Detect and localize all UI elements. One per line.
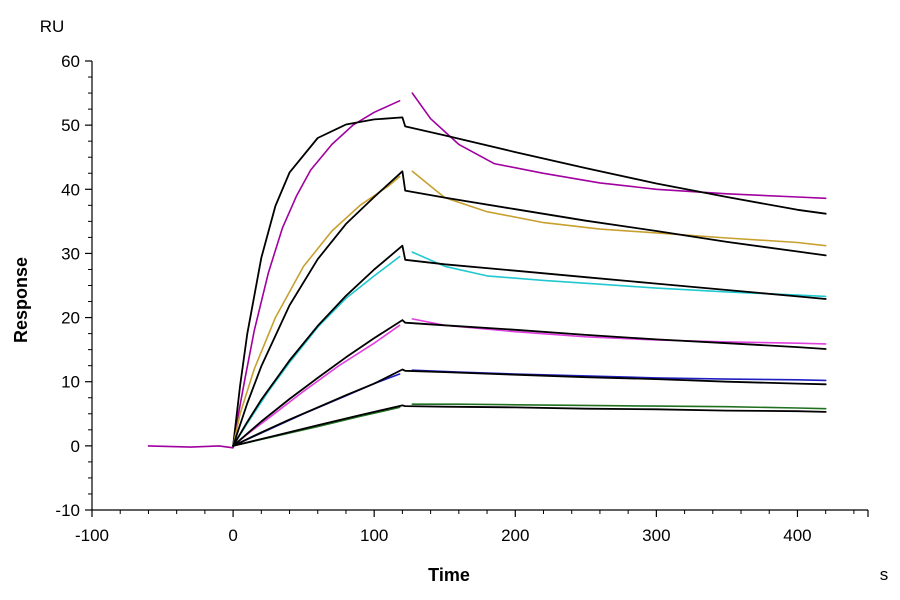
measured-curve-8-segment-0 xyxy=(232,373,401,447)
fit-curve-1-segment-0 xyxy=(232,116,827,447)
fit-curve-7-segment-0 xyxy=(232,319,827,447)
measured-curve-0-segment-1 xyxy=(411,92,827,200)
fit-curve-11-segment-0 xyxy=(232,404,827,447)
x-tick-label: -100 xyxy=(75,526,109,545)
measured-curve-10-segment-1 xyxy=(411,403,827,410)
x-tick-label: 0 xyxy=(228,526,237,545)
y-axis-title: Response xyxy=(11,257,31,343)
y-tick-label: 30 xyxy=(61,244,80,263)
measured-curve-2-segment-1 xyxy=(411,170,827,247)
y-tick-label: 60 xyxy=(61,52,80,71)
x-tick-label: 100 xyxy=(360,526,388,545)
y-tick-label: 20 xyxy=(61,309,80,328)
measured-curve-6-segment-0 xyxy=(232,324,401,447)
measured-curve-4-segment-1 xyxy=(411,251,827,298)
y-tick-label: 10 xyxy=(61,373,80,392)
fit-curve-3-segment-0 xyxy=(232,170,827,447)
fit-curve-5-segment-0 xyxy=(232,244,827,447)
x-tick-label: 200 xyxy=(501,526,529,545)
measured-curve-6-segment-1 xyxy=(411,318,827,345)
y-tick-label: 50 xyxy=(61,116,80,135)
fit-curve-9-segment-0 xyxy=(232,368,827,447)
y-unit-label: RU xyxy=(40,17,65,36)
measured-curve-4-segment-0 xyxy=(232,255,401,447)
measured-curve-0-segment-0 xyxy=(147,100,401,449)
plot-area xyxy=(147,92,827,449)
x-axis-title: Time xyxy=(428,565,470,585)
x-tick-label: 300 xyxy=(642,526,670,545)
y-tick-label: -10 xyxy=(55,501,80,520)
y-tick-label: 0 xyxy=(71,437,80,456)
x-tick-label: 400 xyxy=(783,526,811,545)
x-unit-label: s xyxy=(880,565,889,584)
y-tick-label: 40 xyxy=(61,180,80,199)
